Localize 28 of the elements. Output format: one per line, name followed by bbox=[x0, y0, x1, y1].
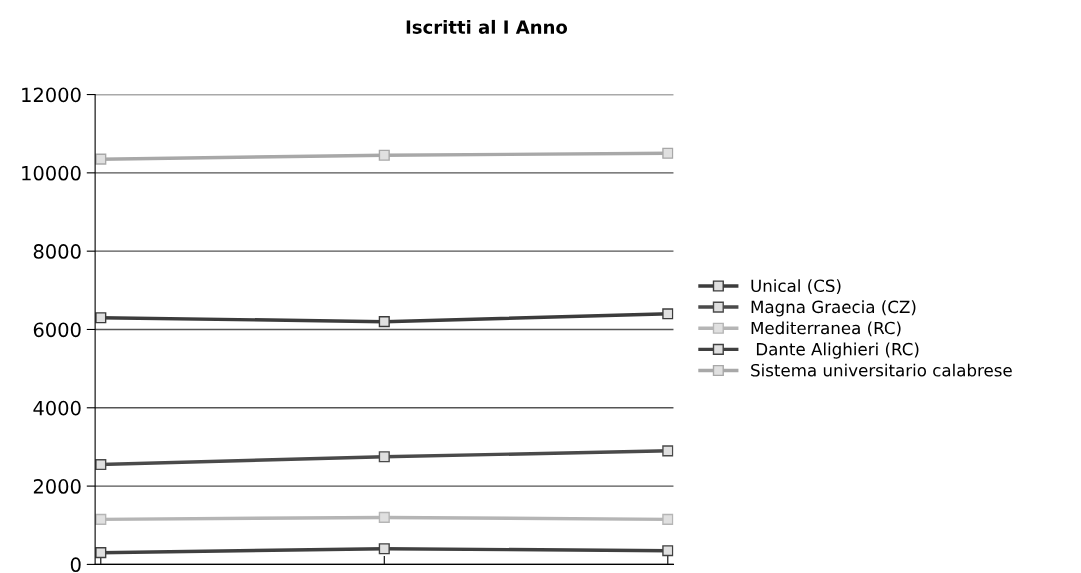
y-tick-label: 2000 bbox=[33, 479, 81, 494]
y-tick-label: 10000 bbox=[22, 165, 81, 181]
point bbox=[662, 513, 674, 525]
legend-label: Dante Alighieri (RC) bbox=[756, 342, 919, 359]
point bbox=[95, 459, 107, 471]
y-tick-label: 0 bbox=[70, 557, 81, 573]
point bbox=[378, 543, 390, 555]
y-tick-label: 8000 bbox=[33, 244, 81, 259]
point bbox=[95, 312, 107, 324]
point bbox=[95, 547, 107, 559]
chart-title: Iscritti al I Anno bbox=[406, 19, 568, 34]
y-tick-label: 12000 bbox=[22, 87, 81, 103]
point bbox=[95, 153, 107, 165]
legend-label: Mediterranea (RC) bbox=[751, 321, 901, 337]
point bbox=[378, 149, 390, 161]
point bbox=[662, 308, 674, 320]
legend-label: Unical (CS) bbox=[751, 279, 841, 295]
y-tick-label: 4000 bbox=[33, 400, 81, 416]
legend-label: Sistema universitario calabrese bbox=[751, 363, 1012, 377]
point bbox=[662, 545, 674, 557]
point bbox=[378, 316, 390, 328]
point bbox=[662, 445, 674, 457]
point bbox=[378, 511, 390, 523]
y-tick-label: 6000 bbox=[33, 322, 81, 338]
point bbox=[662, 147, 674, 159]
point bbox=[378, 451, 390, 463]
legend-label: Magna Graecia (CZ) bbox=[751, 300, 916, 317]
point bbox=[95, 513, 107, 525]
